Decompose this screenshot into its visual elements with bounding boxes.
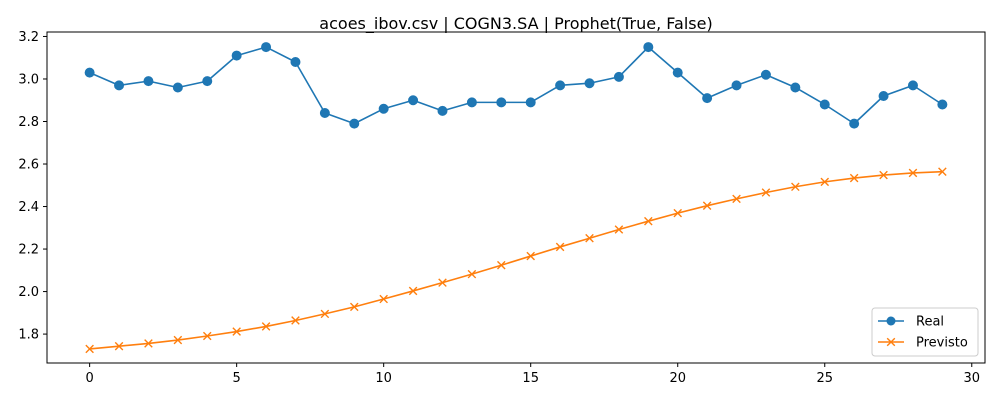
data-point-real	[584, 78, 595, 89]
data-point-real	[907, 80, 918, 91]
y-tick-label: 3.0	[18, 72, 39, 87]
data-point-real	[878, 90, 889, 101]
y-tick-label: 2.8	[18, 115, 39, 130]
y-tick-label: 3.2	[18, 30, 39, 45]
data-point-real	[378, 103, 389, 114]
data-point-previsto	[526, 251, 535, 261]
data-point-previsto	[408, 286, 418, 296]
data-point-previsto	[379, 294, 388, 304]
data-point-previsto	[232, 327, 241, 336]
data-point-previsto	[908, 168, 918, 178]
data-point-real	[172, 82, 183, 93]
x-tick-label: 10	[375, 371, 392, 386]
data-point-real	[231, 50, 242, 61]
data-point-previsto	[114, 341, 124, 351]
data-point-real	[437, 105, 448, 116]
data-point-previsto	[320, 309, 330, 319]
series-layer	[84, 42, 948, 354]
data-point-real	[349, 118, 360, 129]
data-point-previsto	[261, 322, 271, 331]
data-point-real	[114, 80, 125, 91]
data-point-real	[819, 99, 830, 110]
data-point-real	[496, 97, 507, 108]
data-point-real	[760, 69, 771, 80]
data-point-real	[261, 42, 272, 53]
data-point-previsto	[438, 278, 447, 287]
legend-label-previsto: Previsto	[916, 336, 968, 351]
data-point-real	[525, 97, 536, 108]
data-point-previsto	[291, 316, 300, 325]
data-point-real	[319, 107, 330, 118]
data-point-real	[290, 56, 301, 67]
data-point-real	[790, 82, 801, 93]
data-point-previsto	[202, 331, 212, 341]
data-point-previsto	[761, 188, 771, 197]
legend-marker-real	[886, 316, 896, 326]
data-point-previsto	[85, 344, 94, 354]
data-point-previsto	[349, 302, 359, 312]
data-point-real	[143, 76, 154, 87]
chart-title: acoes_ibov.csv | COGN3.SA | Prophet(True…	[319, 14, 712, 34]
data-point-real	[84, 67, 95, 78]
data-point-previsto	[849, 173, 859, 183]
data-point-previsto	[673, 208, 683, 218]
y-tick-label: 1.8	[18, 328, 39, 343]
data-point-real	[202, 76, 213, 87]
x-tick-label: 30	[963, 371, 980, 386]
plot-frame	[46, 31, 986, 364]
data-point-real	[937, 99, 948, 110]
x-tick-label: 5	[233, 371, 241, 386]
data-point-real	[408, 95, 419, 106]
data-point-real	[643, 42, 654, 53]
legend: Real Previsto	[871, 307, 979, 357]
data-point-previsto	[879, 170, 888, 180]
data-point-real	[702, 93, 713, 104]
data-point-real	[613, 71, 624, 82]
x-tick-label: 25	[816, 371, 833, 386]
data-point-real	[849, 118, 860, 129]
axes: 0 5 10 15 20 25 30 1.8 2.0 2.2 2.4 2.6 2.8 3.0 3.2	[18, 30, 986, 386]
data-point-previsto	[144, 339, 153, 348]
data-point-real	[672, 67, 683, 78]
data-point-previsto	[732, 194, 741, 204]
data-point-previsto	[644, 216, 653, 226]
y-tick-label: 2.4	[18, 200, 39, 215]
x-tick-label: 20	[669, 371, 686, 386]
y-tick-label: 2.2	[18, 243, 39, 258]
legend-box	[871, 307, 979, 357]
data-point-previsto	[820, 177, 830, 187]
data-point-previsto	[497, 260, 506, 270]
data-point-previsto	[173, 335, 183, 345]
series-line-real	[89, 46, 943, 125]
legend-marker-previsto	[886, 337, 896, 347]
data-point-previsto	[791, 182, 800, 192]
data-point-previsto	[614, 225, 624, 234]
series-line-previsto	[89, 170, 943, 350]
data-point-previsto	[702, 201, 712, 210]
data-point-previsto	[585, 233, 594, 243]
data-point-previsto	[555, 242, 565, 252]
y-tick-label: 2.6	[18, 158, 39, 173]
x-tick-label: 0	[85, 371, 93, 386]
x-tick-label: 15	[522, 371, 539, 386]
data-point-real	[466, 97, 477, 108]
data-point-previsto	[467, 269, 477, 279]
data-point-real	[731, 80, 742, 91]
y-tick-label: 2.0	[18, 285, 39, 300]
data-point-previsto	[938, 167, 947, 176]
data-point-real	[555, 80, 566, 91]
legend-label-real: Real	[916, 315, 944, 330]
